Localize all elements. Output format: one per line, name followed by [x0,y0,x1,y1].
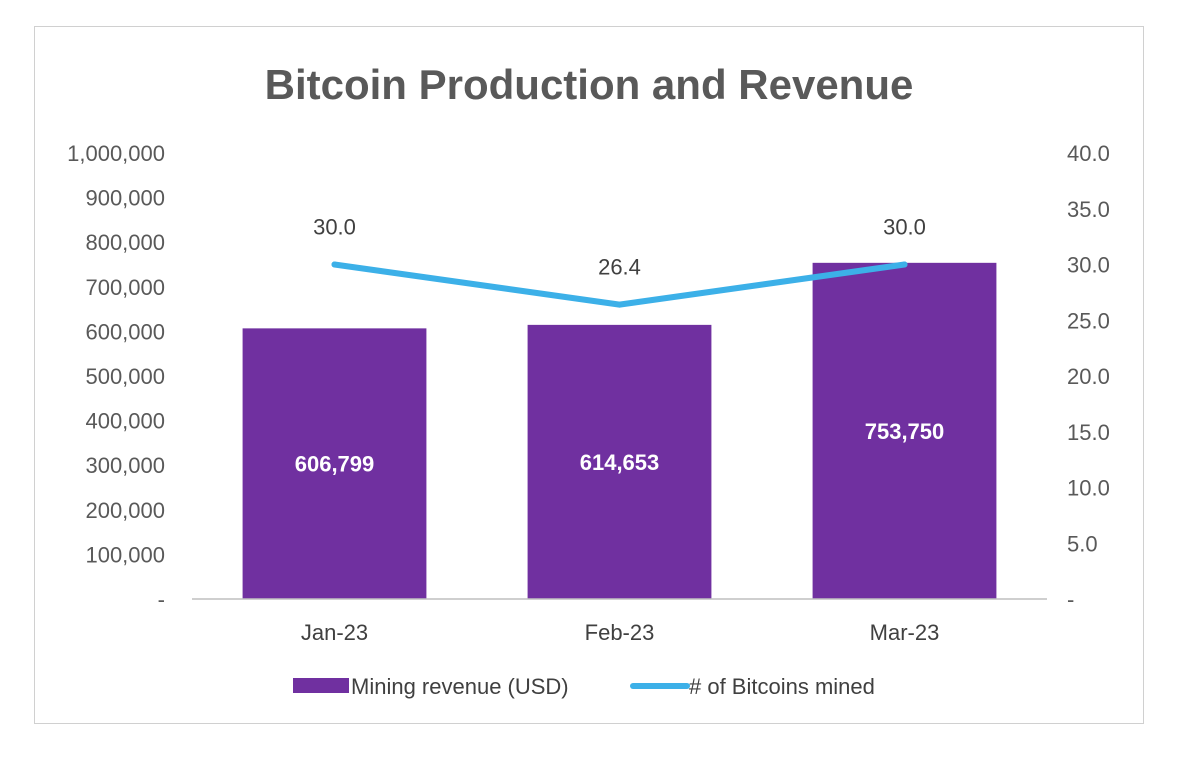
chart-svg: Bitcoin Production and Revenue - 100,000 2… [67,61,1110,699]
bar [242,328,427,599]
y-left-tick-label: 300,000 [85,453,165,478]
x-axis: Jan-23 Feb-23 Mar-23 [301,620,939,645]
bar [812,262,997,599]
chart-title: Bitcoin Production and Revenue [265,61,914,108]
x-tick-label: Jan-23 [301,620,368,645]
y-left-tick-label: 500,000 [85,364,165,389]
y-axis-right: - 5.0 10.0 15.0 20.0 25.0 30.0 35.0 40.0 [1067,141,1110,612]
y-right-tick-label: 15.0 [1067,420,1110,445]
line-point [616,301,623,308]
x-tick-label: Feb-23 [585,620,655,645]
y-right-tick-label: 25.0 [1067,308,1110,333]
bar-series [242,262,997,599]
y-left-tick-label: 600,000 [85,319,165,344]
y-left-tick-label: 1,000,000 [67,141,165,166]
chart-frame: Bitcoin Production and Revenue - 100,000 2… [34,26,1144,724]
line-data-labels: 30.0 26.4 30.0 [313,215,926,280]
line-data-label: 30.0 [313,215,356,240]
bar [527,324,712,599]
y-right-tick-label: 40.0 [1067,141,1110,166]
y-right-tick-label: - [1067,587,1074,612]
line-data-label: 30.0 [883,215,926,240]
legend-label-bitcoins: # of Bitcoins mined [689,674,875,699]
y-left-tick-label: 900,000 [85,186,165,211]
y-left-tick-label: - [158,587,165,612]
y-left-tick-label: 700,000 [85,275,165,300]
line-series [331,261,908,308]
y-right-tick-label: 20.0 [1067,364,1110,389]
line-point [331,261,338,268]
y-right-tick-label: 30.0 [1067,253,1110,278]
y-right-tick-label: 35.0 [1067,197,1110,222]
y-left-tick-label: 200,000 [85,498,165,523]
legend-swatch-revenue [293,678,349,693]
bar-data-label: 614,653 [580,450,660,475]
bar-data-label: 753,750 [865,419,945,444]
line-point [901,261,908,268]
line-data-label: 26.4 [598,255,641,280]
legend: Mining revenue (USD) # of Bitcoins mined [293,674,875,699]
bar-data-labels: 606,799 614,653 753,750 [295,419,945,477]
y-right-tick-label: 10.0 [1067,476,1110,501]
y-left-tick-label: 100,000 [85,542,165,567]
y-left-tick-label: 800,000 [85,230,165,255]
y-left-tick-label: 400,000 [85,409,165,434]
x-tick-label: Mar-23 [870,620,940,645]
y-right-tick-label: 5.0 [1067,531,1098,556]
legend-label-revenue: Mining revenue (USD) [351,674,569,699]
y-axis-left: - 100,000 200,000 300,000 400,000 500,000 600,… [67,141,165,612]
bar-data-label: 606,799 [295,452,375,477]
